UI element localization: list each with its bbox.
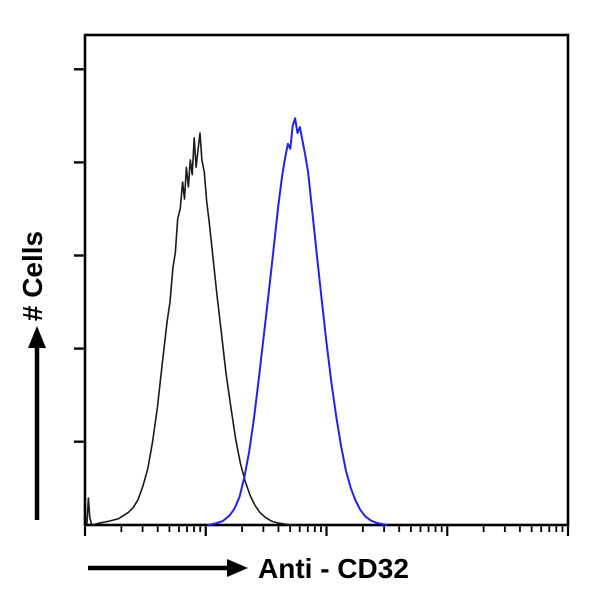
- x-axis-arrowhead: [227, 559, 248, 577]
- y-axis-arrow: [28, 326, 46, 520]
- x-axis-label: Anti - CD32: [258, 553, 409, 584]
- x-axis-arrow: [88, 559, 248, 577]
- x-axis-ticks: [83, 526, 570, 536]
- y-axis-ticks: [74, 68, 84, 443]
- histogram-curves: [86, 117, 388, 526]
- y-axis-label: # Cells: [17, 231, 48, 321]
- blue-curve-anti-cd32: [207, 117, 388, 526]
- plot-border: [83, 33, 570, 527]
- y-axis-arrowhead: [28, 326, 46, 348]
